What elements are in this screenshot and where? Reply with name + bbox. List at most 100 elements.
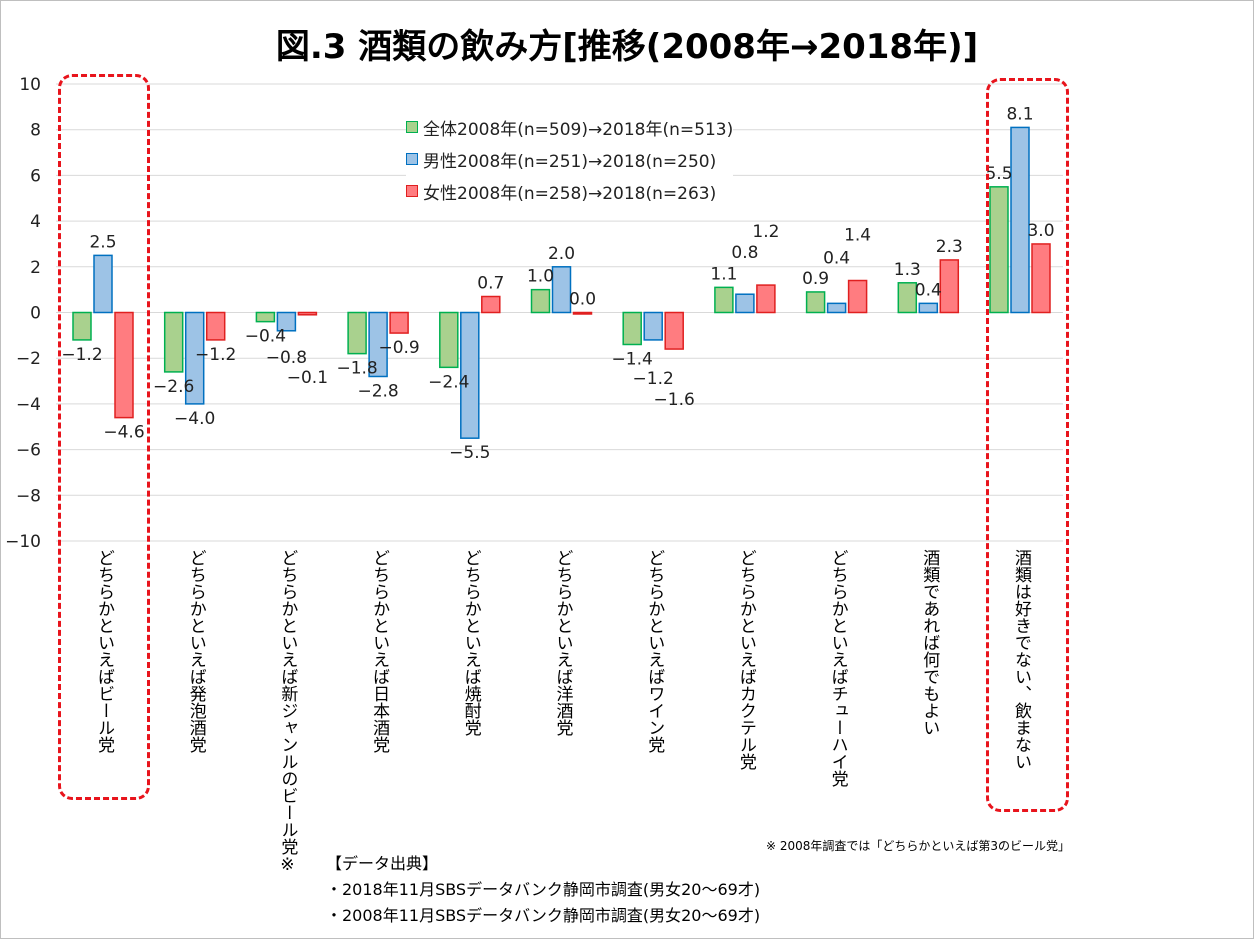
bar [551,266,572,314]
data-label: 0.4 [823,248,850,268]
bar [897,282,918,314]
legend-item: 女性2008年(n=258)→2018(n=263) [406,175,733,207]
category-label: 酒類は好きでない、飲まない [1011,549,1031,770]
bar [439,311,459,369]
y-tick-label: −10 [5,532,41,552]
category-label: どちらかといえば日本酒党 [369,549,390,753]
data-label: −2.8 [357,381,398,401]
bar [939,259,960,314]
legend-swatch [406,153,418,165]
bar [805,291,826,314]
highlight-box [58,74,150,800]
y-tick-label: 10 [19,75,41,95]
y-tick-label: −8 [16,486,41,506]
data-label: 1.0 [527,267,554,287]
bar [163,311,184,373]
data-label: 2.0 [548,244,575,264]
category-label: 酒類であれば何でもよい [919,549,940,736]
data-label: −4.6 [103,423,144,443]
source-line: ・2018年11月SBSデータバンク静岡市調査(男女20～69才) [326,880,761,899]
data-label: 0.7 [477,274,504,294]
footnote: ※ 2008年調査では「どちらかといえば第3のビール党」 [766,839,1071,853]
data-label: 1.4 [844,226,871,246]
source-heading: 【データ出典】 [326,854,439,873]
bar [1010,126,1030,314]
data-label: −0.4 [245,327,286,347]
bar [481,295,501,314]
bar [530,288,551,314]
bar [1031,243,1051,314]
category-label: どちらかといえば発泡酒党 [185,549,206,753]
bar [572,311,593,315]
legend-swatch [406,185,418,197]
legend-item: 全体2008年(n=509)→2018年(n=513) [406,111,733,143]
data-label: −0.1 [287,368,328,388]
bar [714,286,734,314]
data-label: 1.1 [710,264,737,284]
bar [847,279,868,314]
y-tick-label: −4 [16,395,41,415]
data-label: 8.1 [1006,104,1033,124]
data-label: 5.5 [985,164,1012,184]
data-label: −1.2 [61,345,102,365]
category-label: どちらかといえばチューハイ党 [827,549,848,787]
legend-label: 全体2008年(n=509)→2018年(n=513) [423,119,734,140]
bar [989,186,1009,314]
legend-swatch [406,121,418,133]
data-label: −1.2 [633,369,674,389]
bar [93,254,113,314]
data-label: −5.5 [449,443,490,463]
bar [184,311,205,405]
category-label: どちらかといえばビール党 [94,549,114,753]
bar [255,311,276,323]
highlight-box [986,78,1069,812]
data-label: 1.3 [894,260,921,280]
y-tick-label: 8 [30,121,41,141]
bar [276,311,297,332]
data-label: 3.0 [1027,221,1054,241]
bar [622,311,642,346]
category-label: どちらかといえばワイン党 [644,549,665,753]
data-label: −1.4 [612,349,653,369]
y-tick-label: 2 [30,258,41,278]
legend-label: 女性2008年(n=258)→2018(n=263) [423,183,717,204]
category-label: どちらかといえば焼酎党 [460,549,481,736]
data-label: 2.5 [89,232,116,252]
y-tick-label: 4 [30,212,41,232]
data-label: 0.9 [802,269,829,289]
category-label: どちらかといえば洋酒党 [552,549,573,736]
data-label: 1.2 [752,222,779,242]
data-label: −1.8 [336,359,377,379]
bar [205,311,226,341]
data-label: 0.4 [915,280,942,300]
category-label: どちらかといえば新ジャンルのビール党※ [277,549,298,875]
y-tick-label: 0 [30,304,41,324]
data-label: −0.9 [378,338,419,358]
legend: 全体2008年(n=509)→2018年(n=513) 男性2008年(n=25… [406,111,734,207]
data-label: −4.0 [174,409,215,429]
y-tick-label: 6 [30,166,41,186]
bar [735,293,755,314]
bar [297,311,318,316]
data-label: −1.2 [195,345,236,365]
data-label: −1.6 [654,390,695,410]
category-label: どちらかといえばカクテル党 [735,549,756,770]
bar [643,311,663,341]
source-line: ・2008年11月SBSデータバンク静岡市調査(男女20～69才) [326,906,761,925]
bar [664,311,684,350]
bar [368,311,388,378]
y-tick-label: −2 [16,349,41,369]
y-tick-label: −6 [16,441,41,461]
data-label: 0.8 [731,243,758,263]
chart-title: 図.3 酒類の飲み方[推移(2008年→2018年)] [275,27,979,67]
bar [347,311,367,355]
bar [826,302,847,314]
data-label: −0.8 [266,348,307,368]
data-label: 0.0 [569,290,596,310]
bar [72,311,92,341]
data-label: −2.6 [153,377,194,397]
legend-item: 男性2008年(n=251)→2018(n=250) [406,143,733,175]
legend-label: 男性2008年(n=251)→2018(n=250) [423,151,717,172]
